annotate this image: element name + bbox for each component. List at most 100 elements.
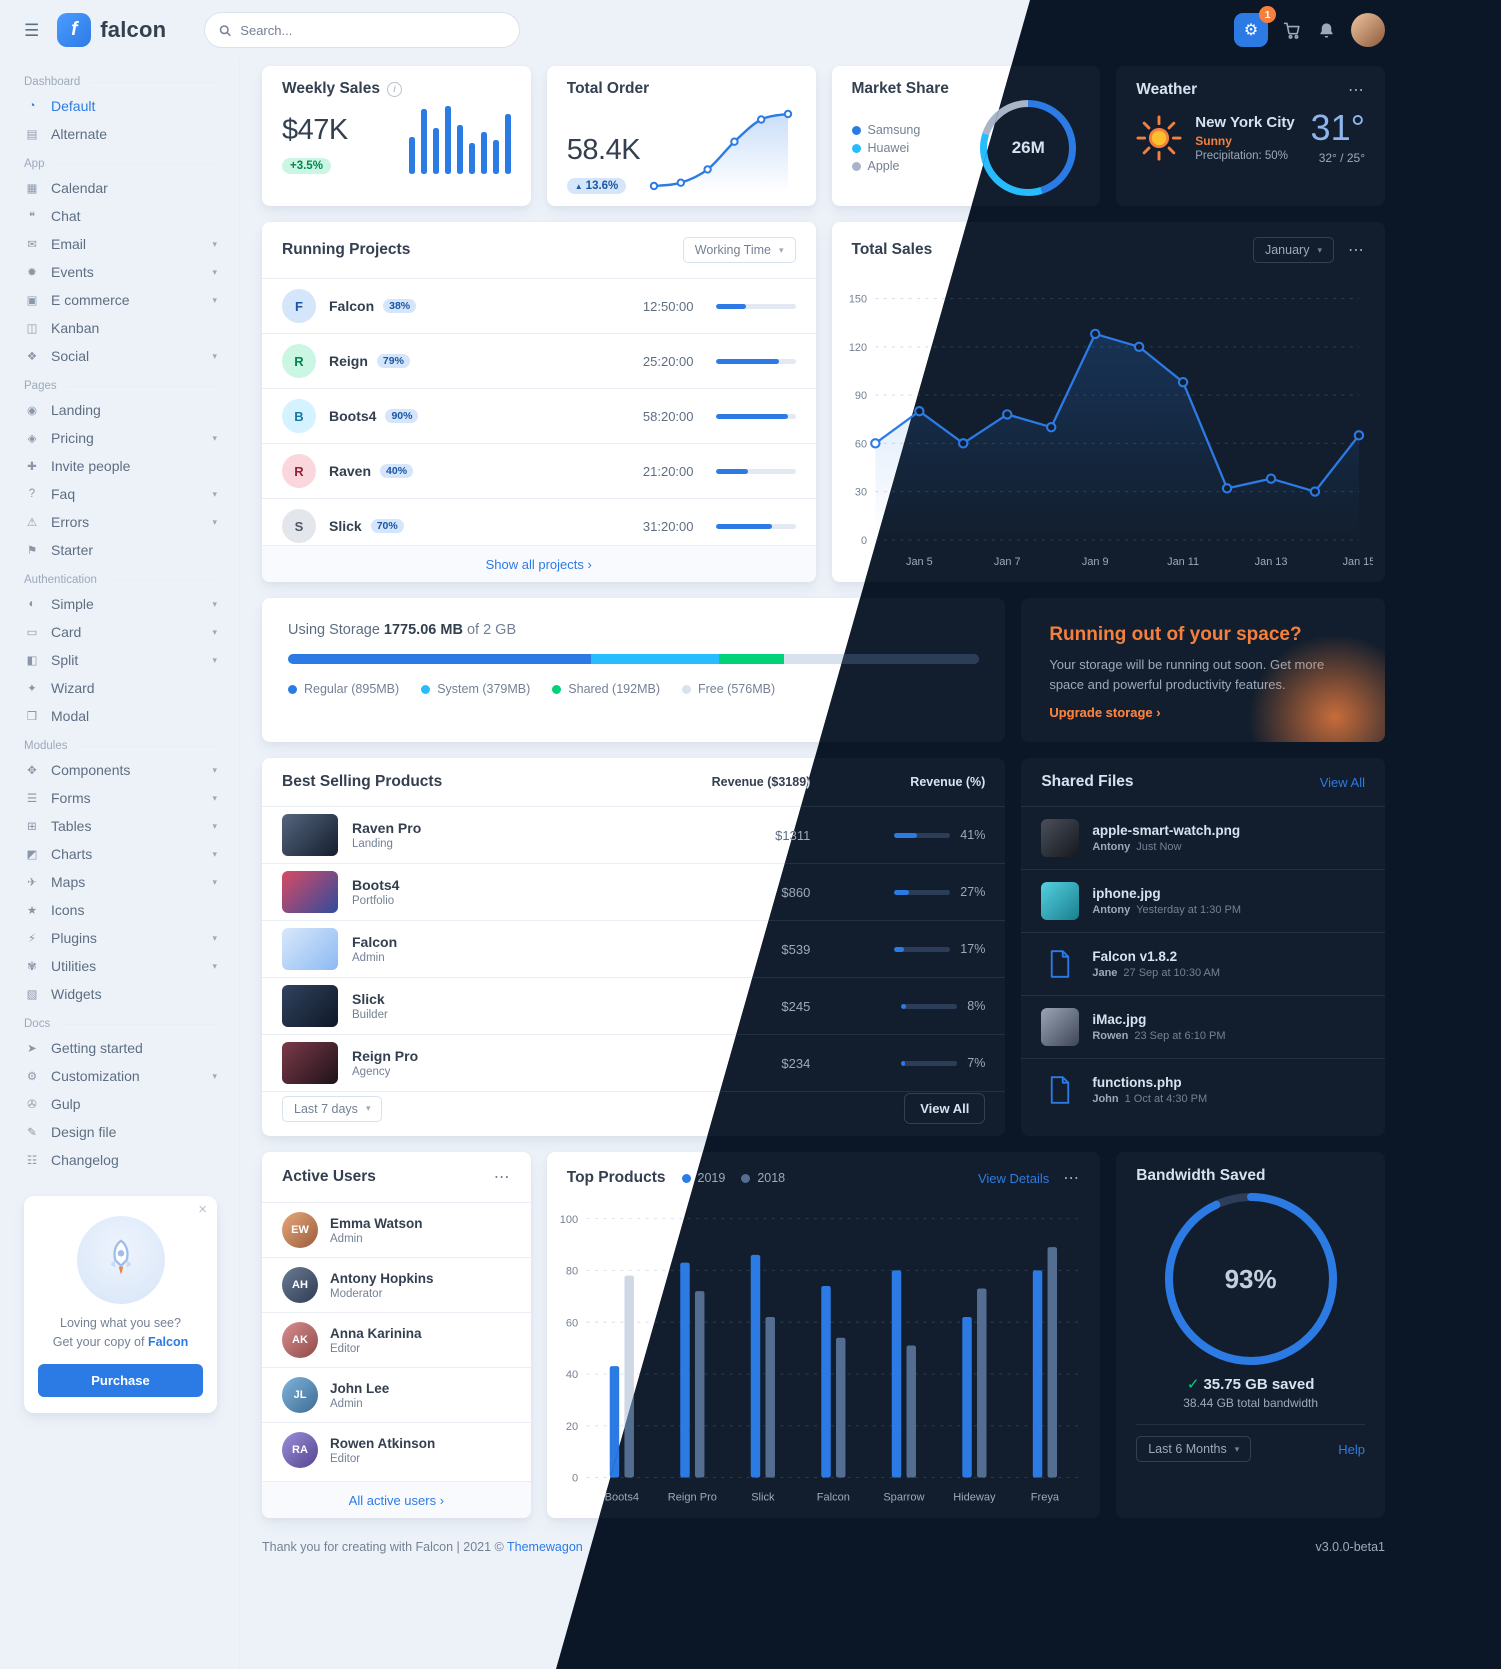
file-name[interactable]: apple-smart-watch.png xyxy=(1092,823,1241,838)
upgrade-storage-link[interactable]: Upgrade storage › xyxy=(1049,705,1160,720)
sidebar-item[interactable]: ▣ E commerce ▾ xyxy=(24,286,217,314)
sidebar-item[interactable]: ◩ Charts ▾ xyxy=(24,840,217,868)
user-name[interactable]: Emma Watson xyxy=(330,1215,423,1231)
best-selling-list: Raven Pro Landing $1311 41% Boots4 Portf… xyxy=(556,807,1006,1092)
help-link[interactable]: Help xyxy=(1338,1441,1365,1457)
sidebar-item[interactable]: ✎ Design file xyxy=(24,1118,217,1146)
view-all-button[interactable]: View All xyxy=(904,1093,986,1124)
project-name[interactable]: Slick xyxy=(329,518,362,534)
file-name[interactable]: functions.php xyxy=(1092,1075,1182,1090)
sidebar-item[interactable]: ✈ Maps ▾ xyxy=(24,868,217,896)
month-select[interactable]: January ▾ xyxy=(1252,237,1334,263)
file-name[interactable]: Falcon v1.8.2 xyxy=(1092,949,1178,964)
sidebar-item[interactable]: ➤ Getting started xyxy=(24,1034,217,1062)
chevron-down-icon: ▾ xyxy=(212,294,217,305)
svg-text:80: 80 xyxy=(566,1266,578,1278)
sidebar-item[interactable]: ☷ Changelog xyxy=(24,1146,217,1174)
file-name[interactable]: iMac.jpg xyxy=(1092,1012,1147,1027)
arrow-right-icon: › xyxy=(439,1493,445,1508)
sidebar-item[interactable]: ✾ Utilities ▾ xyxy=(24,952,217,980)
market-share-legend: Samsung Huawei Apple xyxy=(851,119,920,177)
product-name[interactable]: Slick xyxy=(352,991,385,1007)
product-revenue-pct: 41% xyxy=(810,828,985,842)
falcon-link[interactable]: Falcon xyxy=(147,1334,189,1349)
dots-menu-icon[interactable]: ⋯ xyxy=(1348,242,1365,259)
working-time-select[interactable]: Working Time ▾ xyxy=(682,237,796,263)
project-name[interactable]: Reign xyxy=(329,353,368,369)
sidebar-item[interactable]: ◐ Simple ▾ xyxy=(24,590,217,618)
settings-button[interactable]: ⚙ 1 xyxy=(1234,6,1276,47)
project-name[interactable]: Raven xyxy=(329,463,372,479)
search-input[interactable] xyxy=(240,22,506,38)
sidebar-item[interactable]: ◈ Pricing ▾ xyxy=(24,424,217,452)
sidebar-item[interactable]: ✚ Invite people xyxy=(24,452,217,480)
file-user: Rowen xyxy=(1092,1030,1129,1042)
sidebar-item[interactable]: ▦ Calendar xyxy=(24,174,217,202)
chevron-down-icon: ▾ xyxy=(212,848,217,859)
sidebar-item[interactable]: ▤ Alternate xyxy=(24,120,217,148)
user-name[interactable]: Rowen Atkinson xyxy=(330,1435,436,1451)
product-name[interactable]: Reign Pro xyxy=(352,1048,419,1064)
project-name[interactable]: Falcon xyxy=(329,298,375,314)
total-order-badge: ▲13.6% xyxy=(566,178,627,194)
product-revenue: $1311 xyxy=(775,827,811,843)
sidebar-item[interactable]: ✇ Gulp xyxy=(24,1090,217,1118)
show-all-projects-link[interactable]: Show all projects › xyxy=(486,557,592,572)
user-name[interactable]: John Lee xyxy=(330,1380,390,1396)
user-avatar[interactable] xyxy=(1351,13,1385,47)
product-name[interactable]: Boots4 xyxy=(352,877,400,893)
sidebar-item[interactable]: ? Faq ▾ xyxy=(24,480,217,508)
sidebar-item[interactable]: ⚑ Starter xyxy=(24,536,217,564)
sidebar-section-title: Dashboard xyxy=(24,76,217,88)
product-name[interactable]: Falcon xyxy=(352,934,398,950)
sidebar-item[interactable]: ▧ Widgets xyxy=(24,980,217,1008)
sidebar-item[interactable]: ▭ Card ▾ xyxy=(24,618,217,646)
brand[interactable]: f falcon xyxy=(57,13,166,47)
close-icon[interactable]: × xyxy=(198,1201,207,1218)
file-time: Just Now xyxy=(1136,841,1182,853)
cart-button[interactable] xyxy=(1283,21,1302,40)
view-details-link[interactable]: View Details xyxy=(977,1170,1050,1186)
last-6-months-select[interactable]: Last 6 Months ▾ xyxy=(1136,1436,1252,1462)
sidebar-item[interactable]: ◉ Landing xyxy=(24,396,217,424)
last-7-days-select[interactable]: Last 7 days ▾ xyxy=(282,1095,383,1122)
market-share-total: 26M xyxy=(1011,138,1045,157)
purchase-button[interactable]: Purchase xyxy=(38,1363,203,1397)
product-pct-bar xyxy=(901,1060,958,1066)
view-all-link[interactable]: View All xyxy=(1319,774,1365,790)
sidebar-item[interactable]: ⚙ Customization ▾ xyxy=(24,1062,217,1090)
product-name[interactable]: Raven Pro xyxy=(352,820,422,836)
info-icon[interactable]: i xyxy=(386,81,402,97)
sidebar-item[interactable]: ◧ Split ▾ xyxy=(24,646,217,674)
svg-text:0: 0 xyxy=(572,1473,578,1485)
sidebar-item[interactable]: ⊞ Tables ▾ xyxy=(24,812,217,840)
upgrade-storage-link[interactable]: Upgrade storage › xyxy=(1049,705,1160,720)
all-active-users-link[interactable]: All active users › xyxy=(349,1493,444,1508)
sidebar-item[interactable]: ⚡ Plugins ▾ xyxy=(24,924,217,952)
file-name[interactable]: iphone.jpg xyxy=(1092,886,1161,901)
search-box[interactable] xyxy=(204,12,521,48)
sidebar-item[interactable]: ✥ Components ▾ xyxy=(24,756,217,784)
sidebar-item[interactable]: ❖ Social ▾ xyxy=(24,342,217,370)
sidebar-item[interactable]: ❝ Chat xyxy=(24,202,217,230)
dots-menu-icon[interactable]: ⋯ xyxy=(1348,82,1365,99)
menu-toggle-button[interactable]: ☰ xyxy=(24,20,40,40)
sidebar-item[interactable]: ❒ Modal xyxy=(24,702,217,730)
card-title: Best Selling Products xyxy=(282,773,443,790)
themewagon-link[interactable]: Themewagon xyxy=(507,1540,583,1554)
sidebar-item[interactable]: ◔ Default xyxy=(24,92,217,120)
sidebar-item[interactable]: ✹ Events ▾ xyxy=(24,258,217,286)
project-name[interactable]: Boots4 xyxy=(329,408,377,424)
user-name[interactable]: Anna Karinina xyxy=(330,1325,422,1341)
dots-menu-icon[interactable]: ⋯ xyxy=(493,1169,511,1186)
sidebar-item[interactable]: ✉ Email ▾ xyxy=(24,230,217,258)
sidebar-item[interactable]: ⚠ Errors ▾ xyxy=(24,508,217,536)
dots-menu-icon[interactable]: ⋯ xyxy=(1063,1170,1081,1187)
sidebar-item[interactable]: ☰ Forms ▾ xyxy=(24,784,217,812)
notifications-button[interactable] xyxy=(1317,21,1336,40)
sidebar-item[interactable]: ◫ Kanban xyxy=(24,314,217,342)
user-name[interactable]: Antony Hopkins xyxy=(330,1270,434,1286)
shared-files-card: Shared Files View All apple-smart-watch.… xyxy=(1021,758,1385,1136)
sidebar-item[interactable]: ★ Icons xyxy=(24,896,217,924)
sidebar-item[interactable]: ✦ Wizard xyxy=(24,674,217,702)
